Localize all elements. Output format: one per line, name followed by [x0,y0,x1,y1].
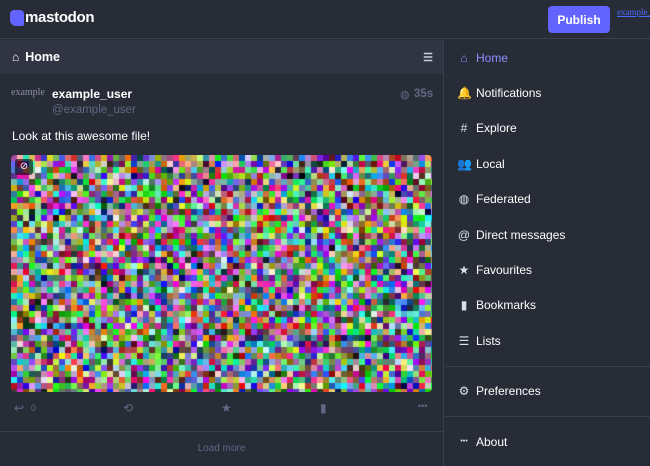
gear-icon: ⚙ [458,384,470,399]
bell-icon: 🔔 [457,86,472,101]
nav-label: Favourites [476,263,533,278]
nav-label: Lists [476,333,501,348]
logo-text: mastodon [25,9,95,26]
nav-item-explore[interactable]: # Explore [445,111,650,146]
status-post[interactable]: example_user example_user @example_user … [0,74,443,432]
load-more-button[interactable]: Load more [197,443,246,454]
display-name[interactable]: example_user [52,87,133,101]
nav-label: About [476,434,508,449]
users-icon: 👥 [457,156,472,171]
nav-item-local[interactable]: 👥 Local [445,146,650,181]
nav-label: Federated [476,192,531,207]
home-column: ⌂ Home ☰ example_user example_user @exam… [0,40,444,466]
column-header[interactable]: ⌂ Home ☰ [0,40,443,74]
hashtag-icon: # [460,121,468,136]
nav-label: Notifications [476,86,542,101]
bookmark-icon[interactable]: ▮ [320,401,327,415]
nav-label: Home [476,50,509,65]
globe-icon: ◍ [400,89,410,101]
eye-slash-icon[interactable]: ⊘ [15,159,33,175]
divider [445,365,650,367]
status-content: Look at this awesome file! [12,129,151,143]
bookmark-icon: ▮ [460,298,468,313]
star-icon: ★ [458,263,470,278]
avatar[interactable]: example_user [11,87,45,98]
top-bar: mastodon Publish example_user [0,0,650,39]
nav-item-favourites[interactable]: ★ Favourites [445,252,650,287]
nav-item-bookmarks[interactable]: ▮ Bookmarks [445,288,650,323]
mastodon-logo-icon [10,9,24,26]
reply-count: 0 [31,403,37,413]
nav-item-lists[interactable]: ☰ Lists [445,323,650,358]
navigation-panel: ⌂ Home 🔔 Notifications # Explore 👥 Local ◍ Federa… [445,40,650,459]
noise-image[interactable] [11,155,432,392]
nav-label: Direct messages [476,227,566,242]
media-attachment[interactable]: ⊘ [11,155,432,392]
nav-item-direct-messages[interactable]: @ Direct messages [445,217,650,252]
home-icon: ⌂ [12,50,20,64]
more-icon[interactable]: ••• [418,401,428,411]
reply-icon[interactable]: ↩ [14,401,25,415]
timestamp[interactable]: 35s [414,88,434,100]
nav-label: Bookmarks [476,298,537,313]
boost-icon[interactable]: ⟲ [123,401,134,415]
nav-item-home[interactable]: ⌂ Home [445,40,650,75]
account-avatar-link[interactable]: example_user [617,7,650,17]
nav-item-preferences[interactable]: ⚙ Preferences [445,374,650,409]
nav-label: Local [476,156,505,171]
nav-item-notifications[interactable]: 🔔 Notifications [445,75,650,110]
divider [445,415,650,417]
publish-button[interactable]: Publish [548,6,610,33]
account-handle: @example_user [52,104,136,116]
globe-icon: ◍ [458,192,470,207]
mastodon-logo[interactable]: mastodon [10,9,95,26]
star-icon[interactable]: ★ [221,401,232,415]
nav-label: Preferences [476,384,541,399]
nav-label: Explore [476,121,517,136]
column-title: Home [25,50,60,64]
at-icon: @ [457,227,471,242]
nav-item-about[interactable]: ••• About [445,424,650,459]
list-icon: ☰ [458,333,470,348]
ellipsis-icon: ••• [460,438,468,446]
sliders-icon[interactable]: ☰ [423,52,433,64]
nav-item-federated[interactable]: ◍ Federated [445,182,650,217]
home-icon: ⌂ [460,50,468,65]
